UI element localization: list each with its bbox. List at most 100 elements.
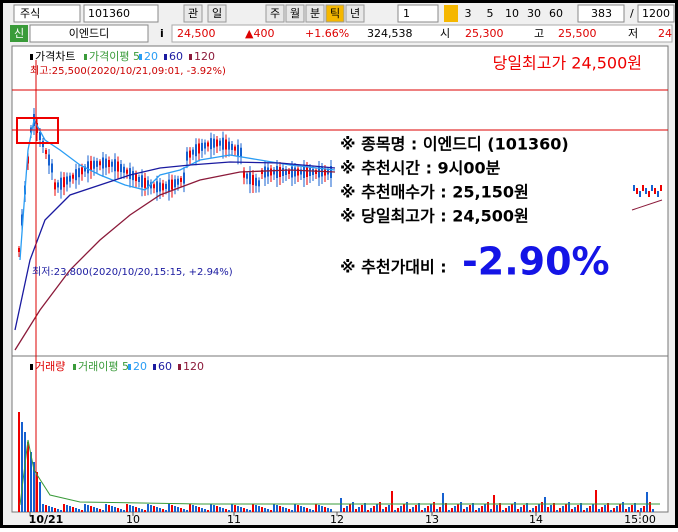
candle-body: [156, 181, 158, 193]
volume-bar: [556, 510, 558, 512]
candle-body: [51, 163, 53, 173]
volume-bar: [544, 497, 546, 512]
minute-option[interactable]: 30: [527, 7, 541, 20]
compare-label: ※ 추천가대비 :: [340, 258, 447, 277]
volume-bar: [385, 507, 387, 512]
tool-button[interactable]: [207, 4, 227, 23]
legend-swatch: [164, 54, 167, 60]
ma-right: [631, 199, 663, 211]
volume-bar: [105, 504, 107, 512]
total-input[interactable]: [637, 4, 675, 23]
volume-bar: [478, 508, 480, 512]
tool-button[interactable]: [325, 4, 345, 23]
volume-bar: [370, 508, 372, 512]
candle-body: [237, 144, 239, 156]
tool-button-label: 분: [310, 7, 320, 20]
candle-body: [123, 166, 125, 173]
interval-select[interactable]: [397, 4, 439, 23]
tool-button-label: 년: [350, 7, 360, 20]
volume-bar: [442, 493, 444, 512]
minute-option[interactable]: 60: [549, 7, 563, 20]
overlay-line: ※ 당일최고가 : 24,500원: [340, 207, 529, 226]
candle-body: [273, 169, 275, 175]
quote-row: 신 이엔드디 i 24,500 ▲400 +1.66% 324,538 시 25…: [10, 24, 673, 43]
overlay-line: ※ 종목명 : 이엔드디 (101360): [340, 135, 569, 154]
volume-bar: [514, 502, 516, 512]
candle-body: [309, 168, 311, 176]
volume-bar: [135, 507, 137, 512]
market-select[interactable]: [13, 4, 81, 23]
badge-bg: [10, 25, 28, 42]
legend-label: 20: [133, 360, 147, 373]
volume-bar: [72, 507, 74, 512]
candle-body: [198, 143, 200, 154]
count-input[interactable]: [577, 4, 625, 23]
tool-button[interactable]: [305, 4, 325, 23]
volume-bar: [60, 510, 62, 512]
volume-bar: [619, 504, 621, 512]
quote-box: [171, 24, 673, 43]
volume-bar: [625, 509, 627, 512]
candle-body: [72, 174, 74, 179]
volume-bar: [469, 505, 471, 512]
overlay-bg: [338, 132, 628, 282]
tool-button[interactable]: [265, 4, 285, 23]
minute-option[interactable]: 3: [465, 7, 472, 20]
candle-body: [138, 176, 140, 182]
candle-body: [105, 158, 107, 168]
code: 101360: [88, 7, 130, 20]
candle-body: [129, 168, 131, 180]
volume-bar: [156, 507, 158, 512]
name-box: [29, 24, 149, 43]
legend-label: 60: [169, 50, 183, 63]
candle-body: [642, 185, 644, 191]
volume-bar: [288, 509, 290, 512]
x-tick-label: 10: [126, 513, 140, 526]
tool-button[interactable]: [183, 4, 203, 23]
candle-body: [57, 182, 59, 188]
volume-bar: [30, 452, 32, 512]
volume-bar: [373, 506, 375, 512]
volume-bar: [394, 510, 396, 512]
minute-option[interactable]: 5: [487, 7, 494, 20]
candle-body: [75, 169, 77, 181]
volume-bar: [409, 509, 411, 512]
tool-button[interactable]: [285, 4, 305, 23]
info[interactable]: i: [160, 27, 164, 40]
day-high: 당일최고가 24,500원: [493, 54, 642, 73]
candle-body: [246, 173, 248, 179]
candle-body: [243, 170, 245, 178]
candle-body: [120, 164, 122, 173]
candle-body: [195, 144, 197, 157]
volume-bar: [364, 503, 366, 512]
volume-bar: [312, 510, 314, 512]
open: 25,300: [465, 27, 504, 40]
volume-bar: [327, 508, 329, 512]
minute-option[interactable]: 10: [505, 7, 519, 20]
volume-bar: [355, 509, 357, 512]
candle-body: [63, 177, 65, 188]
candle-body: [177, 178, 179, 185]
x-tick-label: 11: [227, 513, 241, 526]
tool-button[interactable]: [345, 4, 365, 23]
volume-bar: [75, 508, 77, 512]
candle-body: [303, 166, 305, 178]
market: 주식: [20, 7, 40, 20]
candle-body: [174, 179, 176, 188]
volume-bar: [631, 505, 633, 512]
candle-body: [84, 166, 86, 172]
candle-body: [312, 169, 314, 175]
volume-bar: [183, 509, 185, 512]
volume-bar: [132, 506, 134, 512]
candle-body: [660, 185, 662, 191]
candle-body: [288, 170, 290, 174]
volume-bar: [535, 506, 537, 512]
candle-body: [228, 141, 230, 150]
volume-bar: [583, 510, 585, 512]
candle-body: [648, 191, 650, 197]
volume-bar: [349, 504, 351, 512]
code-input[interactable]: [83, 4, 159, 23]
volume-bar: [511, 504, 513, 512]
high-label: 고: [534, 27, 544, 40]
